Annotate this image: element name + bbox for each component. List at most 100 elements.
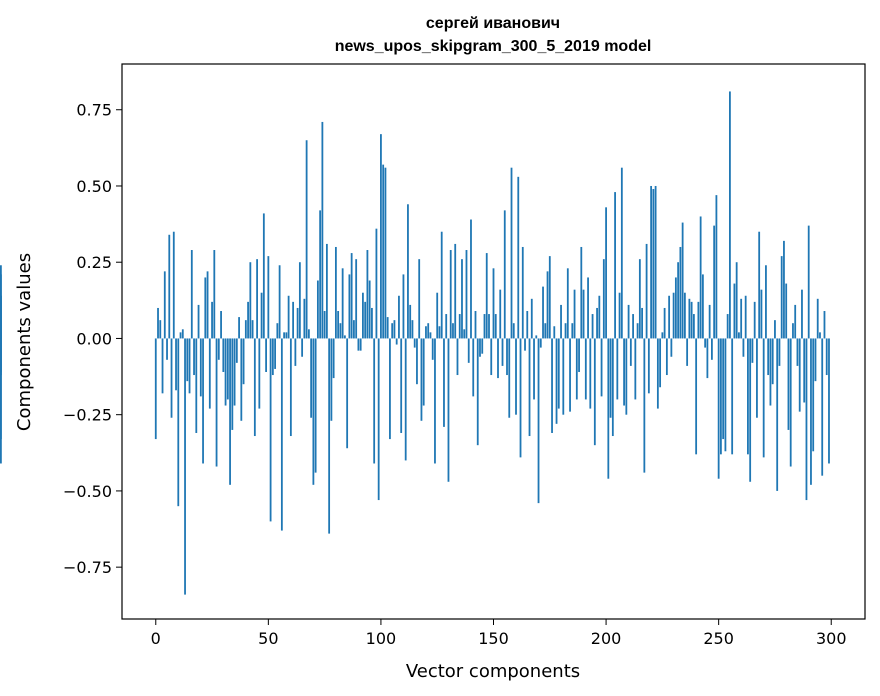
bar — [715, 195, 718, 339]
bar — [701, 274, 704, 339]
y-tick-label: 0.25 — [76, 253, 112, 272]
bar — [600, 338, 603, 397]
bar — [334, 246, 337, 339]
bar — [420, 338, 423, 421]
bar — [503, 210, 506, 339]
bar — [652, 189, 655, 339]
bar — [357, 338, 360, 351]
bar — [283, 332, 286, 339]
bar — [260, 292, 263, 339]
bar — [571, 323, 574, 339]
bar — [699, 216, 702, 339]
bar — [211, 301, 213, 339]
bar — [593, 338, 596, 446]
bar — [711, 338, 713, 360]
bar — [445, 314, 448, 339]
bar — [821, 338, 824, 476]
bar — [645, 243, 648, 339]
bar — [506, 338, 508, 376]
bar — [251, 320, 254, 339]
bar — [555, 338, 558, 424]
bar — [305, 140, 308, 339]
bar — [429, 332, 432, 339]
x-tick-label: 250 — [703, 629, 734, 648]
bar — [483, 314, 486, 339]
bar — [735, 262, 738, 339]
bar — [535, 335, 538, 339]
bar — [672, 292, 675, 339]
bar — [418, 259, 421, 339]
bar — [285, 332, 288, 339]
bar — [380, 134, 382, 339]
bar — [431, 338, 434, 360]
bar — [542, 286, 544, 339]
bar — [271, 338, 274, 376]
bar — [663, 307, 666, 339]
bar — [785, 283, 788, 339]
bar — [377, 338, 380, 501]
bar — [235, 338, 238, 363]
bar — [224, 338, 227, 406]
bar — [805, 338, 808, 501]
bar — [332, 338, 335, 379]
bar — [618, 292, 621, 339]
bar — [578, 338, 580, 372]
bar — [670, 338, 673, 357]
bar — [366, 250, 369, 339]
bar — [539, 338, 542, 348]
bar — [591, 314, 594, 339]
bar — [382, 164, 385, 339]
bar — [310, 338, 313, 418]
x-tick-label: 50 — [258, 629, 278, 648]
bar — [490, 338, 493, 376]
bar — [316, 280, 319, 339]
bar — [828, 338, 830, 464]
bar — [278, 265, 281, 339]
bar — [650, 185, 653, 339]
bar — [402, 274, 405, 339]
bar — [276, 323, 279, 339]
bar — [717, 338, 720, 479]
bar — [584, 338, 587, 400]
bar — [184, 338, 186, 595]
bar — [193, 338, 195, 376]
bar — [456, 338, 459, 376]
bar — [355, 259, 358, 339]
bar — [242, 338, 245, 385]
bar — [823, 311, 826, 339]
bar — [641, 307, 643, 339]
bar — [627, 304, 630, 339]
bar — [758, 231, 761, 339]
bar — [265, 338, 267, 372]
bar — [562, 338, 565, 415]
bar — [404, 338, 407, 461]
bars-group — [0, 91, 830, 595]
bar — [814, 338, 817, 382]
bar — [765, 265, 767, 339]
bar — [625, 338, 628, 415]
y-tick-label: −0.50 — [63, 482, 112, 501]
bar — [756, 338, 758, 418]
bar — [373, 338, 376, 464]
bar — [607, 338, 610, 479]
bar — [515, 338, 517, 415]
bar — [647, 338, 650, 394]
bar — [359, 338, 362, 351]
bar — [287, 295, 290, 339]
bar — [474, 311, 477, 339]
bar — [274, 338, 276, 369]
bar — [204, 277, 207, 339]
bar — [314, 338, 317, 473]
bar — [179, 332, 182, 339]
bar — [521, 246, 524, 339]
bar — [620, 167, 623, 339]
bar — [546, 271, 549, 339]
bar — [819, 332, 821, 339]
bar — [677, 262, 680, 339]
bar — [461, 259, 463, 339]
bar — [348, 274, 351, 339]
bar — [470, 219, 472, 339]
bar — [395, 338, 398, 345]
bar — [341, 268, 344, 339]
bar — [289, 338, 292, 437]
